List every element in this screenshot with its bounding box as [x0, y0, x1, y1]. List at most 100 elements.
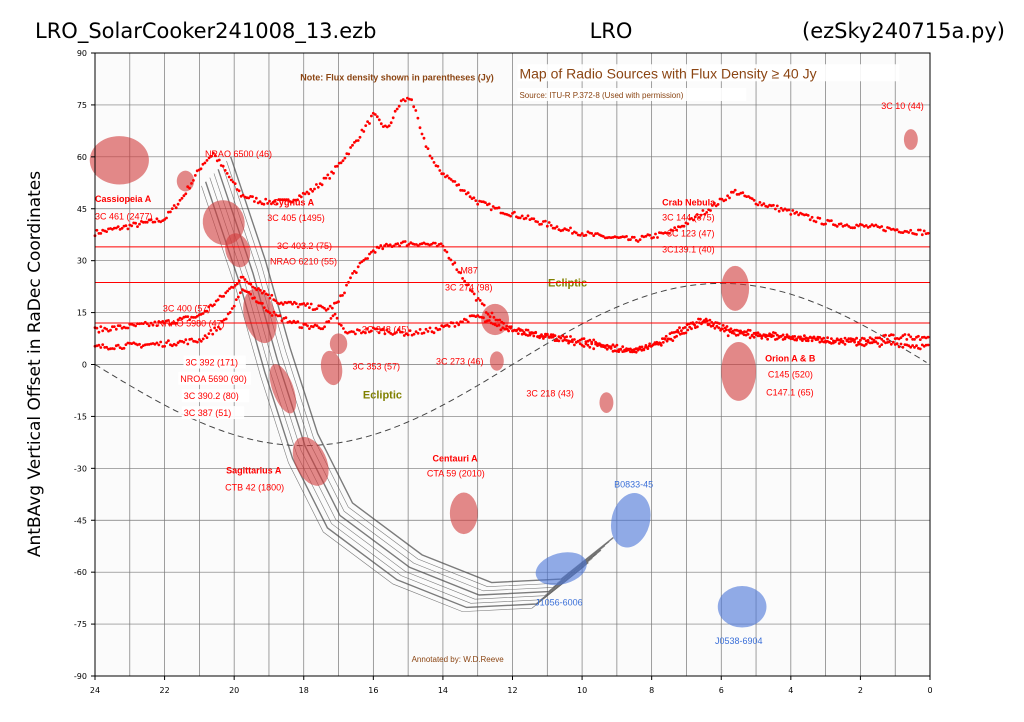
data-point-trace-3 — [321, 327, 325, 331]
data-point-trace-3 — [711, 324, 715, 328]
data-point-trace-2 — [383, 244, 386, 248]
data-point-trace-3 — [198, 338, 201, 341]
ecliptic-line — [94, 282, 927, 447]
data-point-trace-1 — [772, 203, 775, 207]
data-point-trace-1 — [922, 229, 926, 233]
data-point-trace-1 — [884, 229, 887, 233]
data-point-trace-1 — [797, 213, 800, 217]
data-point-trace-1 — [697, 216, 701, 219]
annotation-label: 3C 10 (44) — [881, 101, 924, 111]
data-point-trace-2 — [134, 324, 138, 328]
data-point-trace-1 — [217, 158, 221, 162]
data-point-trace-1 — [420, 132, 424, 136]
data-point-trace-1 — [638, 238, 642, 242]
data-point-trace-1 — [758, 201, 762, 204]
data-point-trace-1 — [290, 200, 294, 204]
data-point-trace-1 — [165, 216, 168, 220]
annotation-label: 3C 387 (51) — [184, 408, 232, 418]
data-point-trace-1 — [915, 233, 918, 236]
data-point-trace-1 — [701, 209, 705, 212]
data-point-trace-2 — [232, 286, 235, 289]
data-point-trace-2 — [708, 318, 712, 322]
data-point-trace-3 — [516, 332, 520, 335]
data-point-trace-1 — [258, 200, 262, 204]
annotation-label: J0538-6904 — [715, 636, 763, 646]
data-point-trace-3 — [542, 337, 545, 340]
data-point-trace-3 — [228, 311, 232, 314]
data-point-trace-1 — [432, 161, 436, 164]
data-point-trace-1 — [569, 226, 572, 230]
data-point-trace-1 — [449, 178, 453, 181]
data-point-trace-3 — [907, 333, 911, 337]
data-point-trace-3 — [726, 334, 730, 338]
data-point-trace-1 — [316, 185, 320, 189]
data-point-trace-1 — [401, 98, 405, 101]
annotation-backdrop — [517, 64, 900, 82]
data-point-trace-1 — [241, 193, 245, 197]
data-point-trace-1 — [636, 240, 640, 243]
data-point-trace-1 — [347, 152, 351, 156]
data-point-trace-1 — [472, 196, 476, 200]
data-point-trace-3 — [217, 325, 220, 329]
data-point-trace-2 — [664, 334, 668, 338]
data-point-trace-3 — [717, 326, 721, 330]
data-point-trace-3 — [675, 334, 678, 338]
data-point-trace-3 — [234, 298, 238, 301]
data-point-trace-1 — [428, 154, 432, 158]
annotation-label: 3C 400 (57) — [163, 304, 211, 314]
data-point-trace-2 — [281, 303, 285, 306]
data-point-trace-3 — [926, 335, 930, 339]
data-point-trace-1 — [497, 206, 501, 210]
data-point-trace-3 — [826, 336, 829, 340]
data-point-trace-1 — [178, 198, 182, 202]
data-point-trace-1 — [920, 233, 924, 237]
data-point-trace-1 — [777, 209, 781, 213]
data-point-trace-1 — [403, 99, 407, 103]
data-point-trace-3 — [891, 333, 895, 337]
data-point-trace-3 — [507, 329, 510, 333]
data-point-trace-2 — [379, 244, 383, 247]
data-point-trace-3 — [833, 340, 837, 344]
data-point-trace-1 — [343, 156, 347, 160]
data-point-trace-2 — [680, 329, 683, 333]
data-point-trace-2 — [756, 331, 760, 335]
data-point-trace-3 — [163, 344, 167, 348]
data-point-trace-1 — [601, 235, 605, 238]
data-point-trace-2 — [309, 302, 313, 306]
data-point-trace-1 — [699, 213, 703, 217]
data-point-trace-2 — [356, 265, 360, 269]
annotation-label: CTA 59 (2010) — [427, 469, 485, 479]
data-point-trace-2 — [259, 288, 262, 292]
data-point-trace-2 — [490, 311, 494, 315]
data-point-trace-3 — [659, 343, 663, 347]
data-point-trace-1 — [328, 177, 332, 180]
data-point-trace-3 — [97, 343, 101, 347]
radio-source-red — [903, 129, 918, 150]
data-point-trace-3 — [209, 329, 213, 332]
data-point-trace-3 — [418, 328, 422, 331]
data-point-trace-3 — [434, 326, 438, 330]
data-point-trace-1 — [223, 169, 227, 172]
data-point-trace-1 — [632, 235, 636, 239]
data-point-trace-1 — [205, 159, 209, 162]
data-point-trace-2 — [163, 321, 167, 325]
data-point-trace-1 — [227, 175, 231, 179]
annotation-label: NROA 5690 (90) — [180, 374, 247, 384]
y-tick-label: 90 — [77, 49, 87, 58]
data-point-trace-2 — [876, 342, 880, 345]
data-point-trace-1 — [733, 188, 737, 192]
data-point-trace-1 — [393, 109, 397, 113]
radio-source-red — [329, 333, 348, 355]
annotation-label: 3C 144 (875) — [662, 213, 715, 223]
data-point-trace-1 — [275, 202, 279, 206]
data-point-trace-3 — [640, 345, 644, 349]
data-point-trace-3 — [182, 340, 186, 344]
data-point-trace-3 — [215, 329, 218, 332]
data-point-trace-2 — [262, 290, 266, 293]
data-point-trace-3 — [402, 334, 406, 337]
data-point-trace-1 — [857, 224, 860, 228]
data-point-trace-1 — [254, 196, 258, 200]
annotation-label: C145 (520) — [768, 370, 813, 380]
data-point-trace-1 — [549, 224, 553, 227]
annotation-backdrop — [517, 87, 747, 101]
